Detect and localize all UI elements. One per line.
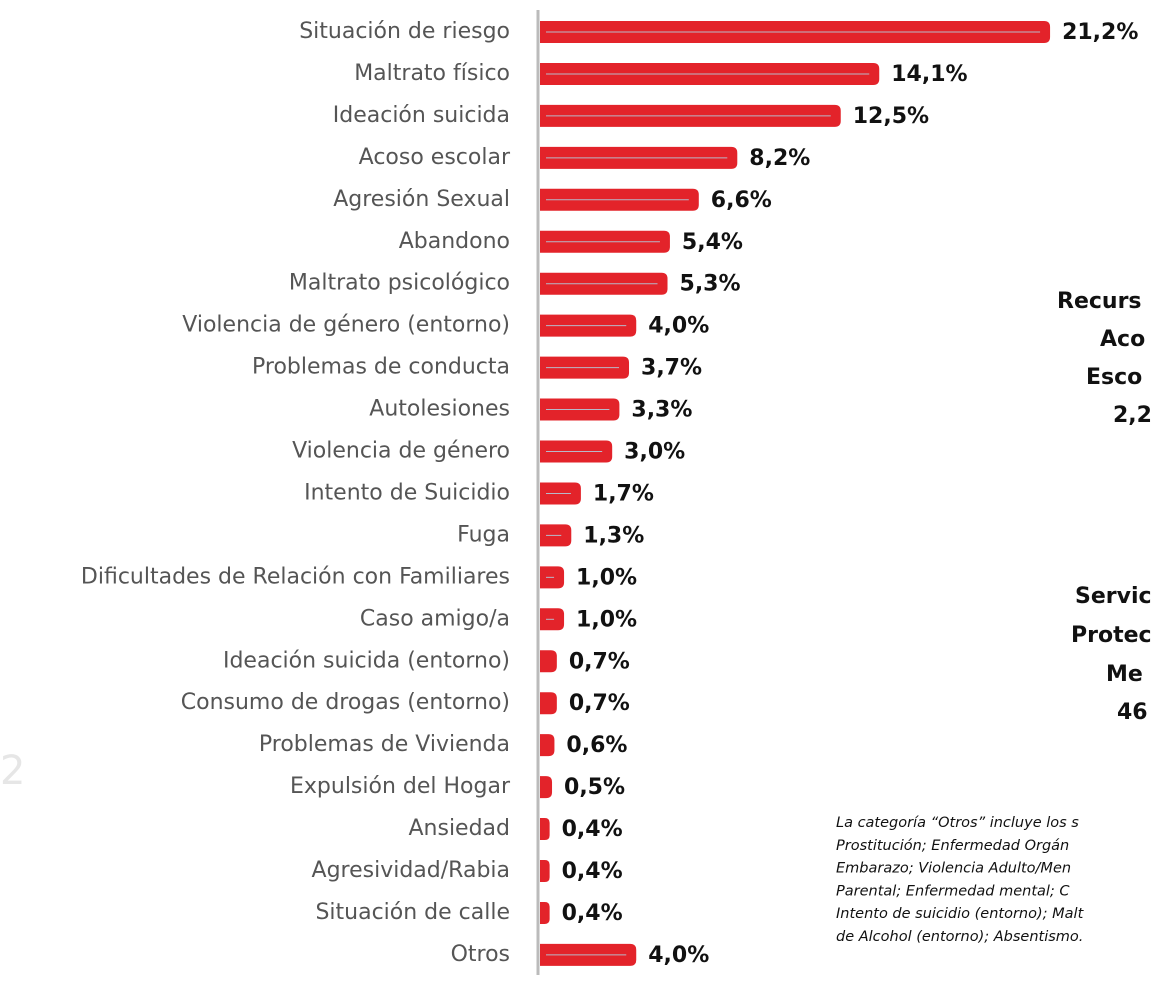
category-label: Maltrato psicológico bbox=[289, 271, 510, 296]
category-label: Autolesiones bbox=[369, 397, 510, 422]
category-label: Situación de calle bbox=[315, 900, 510, 925]
bar bbox=[540, 860, 550, 882]
bar bbox=[540, 734, 555, 757]
value-label: 0,7% bbox=[569, 649, 630, 674]
value-label: 0,4% bbox=[562, 901, 623, 926]
category-label: Ansiedad bbox=[408, 816, 510, 841]
value-label: 1,3% bbox=[583, 523, 644, 548]
value-label: 1,0% bbox=[576, 565, 637, 590]
category-label: Caso amigo/a bbox=[360, 606, 510, 631]
bar bbox=[540, 901, 550, 924]
value-label: 0,4% bbox=[562, 859, 623, 884]
category-label: Violencia de género (entorno) bbox=[182, 313, 510, 338]
value-label: 14,1% bbox=[891, 62, 967, 87]
bar bbox=[540, 818, 550, 841]
category-label: Acoso escolar bbox=[359, 145, 511, 170]
value-label: 4,0% bbox=[648, 314, 709, 339]
value-label: 3,0% bbox=[624, 440, 685, 465]
category-label: Ideación suicida (entorno) bbox=[223, 648, 510, 673]
note-line: Embarazo; Violencia Adulto/Men bbox=[836, 861, 1071, 877]
side-label: 46 bbox=[1117, 700, 1148, 725]
category-label: Situación de riesgo bbox=[299, 19, 510, 44]
note-line: La categoría “Otros” incluye los s bbox=[836, 815, 1079, 831]
category-label: Problemas de conducta bbox=[252, 355, 510, 380]
value-label: 3,7% bbox=[641, 356, 702, 381]
category-label: Problemas de Vivienda bbox=[259, 732, 510, 757]
category-label: Ideación suicida bbox=[333, 103, 510, 128]
side-label: Aco bbox=[1100, 327, 1145, 352]
value-label: 21,2% bbox=[1062, 20, 1138, 45]
note-line: Prostitución; Enfermedad Orgán bbox=[836, 838, 1069, 854]
category-label: Dificultades de Relación con Familiares bbox=[81, 564, 510, 589]
value-label: 0,7% bbox=[569, 691, 630, 716]
value-label: 5,4% bbox=[682, 230, 743, 255]
value-label: 1,0% bbox=[576, 607, 637, 632]
side-label: Servic bbox=[1075, 584, 1152, 609]
value-label: 6,6% bbox=[711, 188, 772, 213]
value-label: 8,2% bbox=[749, 146, 810, 171]
category-label: Agresividad/Rabia bbox=[312, 858, 510, 883]
value-label: 0,5% bbox=[564, 775, 625, 800]
side-label: Me bbox=[1106, 662, 1143, 687]
side-label: Protec bbox=[1071, 623, 1152, 648]
category-label: Consumo de drogas (entorno) bbox=[181, 690, 510, 715]
value-label: 12,5% bbox=[853, 104, 929, 129]
value-label: 5,3% bbox=[680, 272, 741, 297]
category-label: Abandono bbox=[399, 229, 510, 254]
page-number: 2 bbox=[0, 748, 25, 794]
value-label: 1,7% bbox=[593, 481, 654, 506]
value-label: 3,3% bbox=[631, 398, 692, 423]
category-label: Fuga bbox=[457, 522, 510, 547]
category-label: Expulsión del Hogar bbox=[290, 774, 511, 799]
category-label: Maltrato físico bbox=[354, 61, 510, 86]
value-label: 0,4% bbox=[562, 817, 623, 842]
side-label: 2,2 bbox=[1113, 403, 1152, 428]
side-label: Recurs bbox=[1057, 289, 1142, 314]
value-label: 4,0% bbox=[648, 943, 709, 968]
category-label: Agresión Sexual bbox=[333, 187, 510, 212]
category-label: Violencia de género bbox=[292, 439, 510, 464]
category-label: Intento de Suicidio bbox=[304, 480, 510, 505]
side-label: Esco bbox=[1086, 365, 1142, 390]
bar bbox=[540, 692, 557, 715]
note-line: de Alcohol (entorno); Absentismo. bbox=[836, 929, 1083, 945]
bar bbox=[540, 776, 553, 799]
note-line: Intento de suicidio (entorno); Malt bbox=[836, 906, 1085, 922]
bar bbox=[540, 650, 557, 673]
note-line: Parental; Enfermedad mental; C bbox=[836, 883, 1070, 899]
value-label: 0,6% bbox=[566, 733, 627, 758]
category-label: Otros bbox=[451, 942, 510, 967]
